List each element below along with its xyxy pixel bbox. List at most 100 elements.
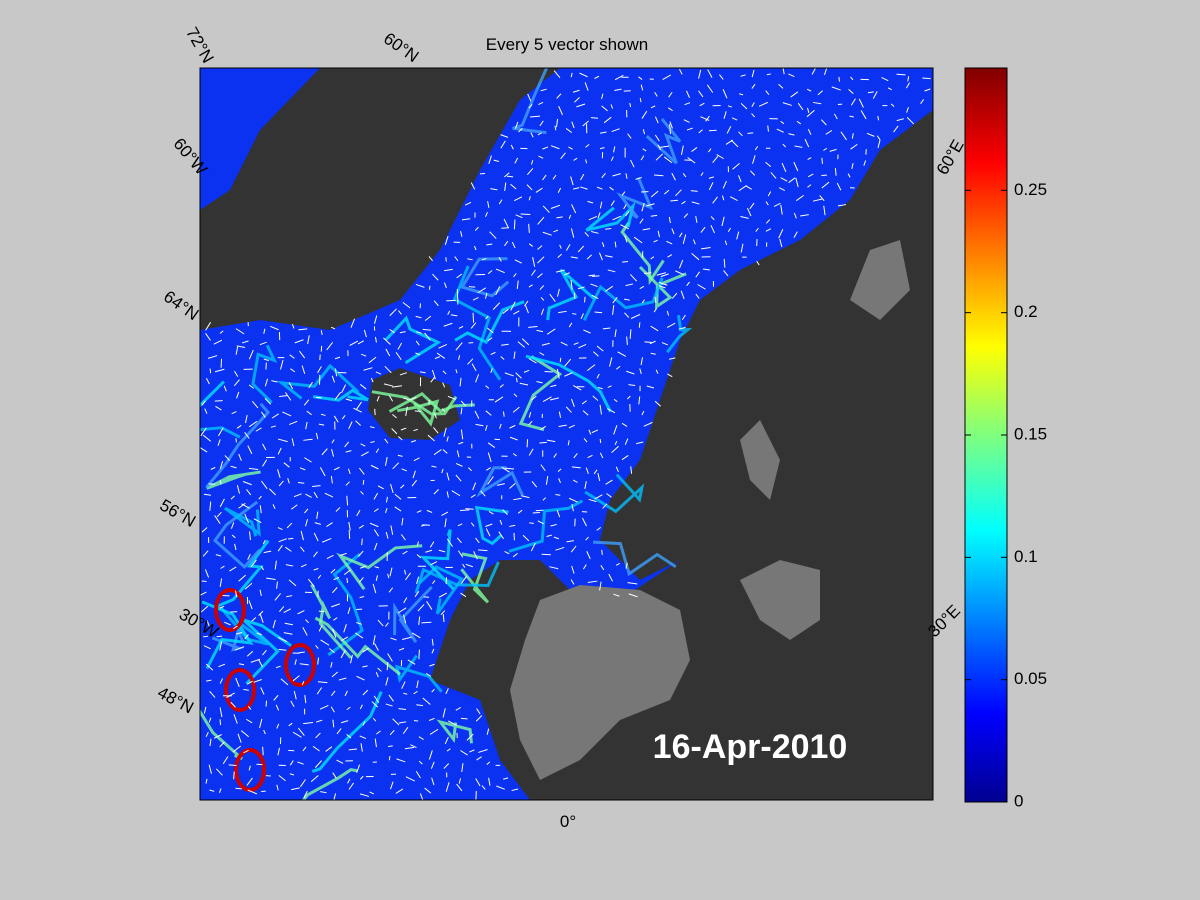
velocity-vector bbox=[781, 162, 787, 172]
velocity-vector bbox=[756, 260, 760, 266]
velocity-vector bbox=[418, 616, 421, 625]
velocity-vector bbox=[422, 697, 431, 705]
velocity-vector bbox=[614, 88, 622, 92]
velocity-vector bbox=[419, 371, 426, 374]
velocity-vector bbox=[247, 705, 252, 710]
velocity-vector bbox=[319, 705, 329, 710]
velocity-vector bbox=[609, 357, 613, 367]
velocity-vector bbox=[205, 663, 214, 671]
velocity-vector bbox=[585, 467, 589, 475]
velocity-vector bbox=[346, 577, 349, 584]
velocity-vector bbox=[820, 119, 827, 126]
current-streak bbox=[525, 354, 612, 413]
velocity-vector bbox=[387, 573, 390, 579]
velocity-vector bbox=[373, 542, 378, 551]
velocity-vector bbox=[612, 173, 621, 177]
velocity-vector bbox=[565, 244, 571, 251]
velocity-vector bbox=[276, 723, 280, 729]
velocity-vector bbox=[570, 176, 574, 186]
velocity-vector bbox=[821, 181, 830, 189]
velocity-vector bbox=[558, 310, 567, 314]
velocity-vector bbox=[697, 284, 706, 290]
velocity-vector bbox=[686, 127, 693, 131]
velocity-vector bbox=[289, 760, 294, 766]
velocity-vector bbox=[588, 216, 597, 221]
velocity-vector bbox=[568, 497, 578, 503]
velocity-vector bbox=[470, 494, 476, 498]
velocity-vector bbox=[260, 687, 265, 695]
velocity-vector bbox=[465, 563, 473, 568]
velocity-vector bbox=[475, 778, 481, 787]
velocity-vector bbox=[314, 522, 322, 525]
velocity-vector bbox=[330, 326, 336, 330]
velocity-vector bbox=[334, 391, 342, 400]
velocity-vector bbox=[291, 438, 295, 447]
velocity-vector bbox=[537, 216, 545, 225]
velocity-vector bbox=[512, 553, 518, 558]
velocity-vector bbox=[293, 690, 297, 700]
colorbar-tick-label: 0.15 bbox=[1014, 424, 1047, 443]
velocity-vector bbox=[201, 527, 208, 533]
velocity-vector bbox=[458, 441, 464, 445]
velocity-vector bbox=[612, 297, 618, 304]
velocity-vector bbox=[355, 401, 362, 411]
velocity-vector bbox=[418, 736, 424, 740]
velocity-vector bbox=[297, 761, 304, 765]
velocity-vector bbox=[259, 718, 263, 728]
velocity-vector bbox=[654, 400, 662, 407]
velocity-vector bbox=[572, 187, 580, 190]
velocity-vector bbox=[300, 779, 306, 788]
velocity-vector bbox=[558, 105, 563, 116]
velocity-vector bbox=[210, 466, 216, 470]
velocity-vector bbox=[330, 475, 333, 484]
velocity-vector bbox=[581, 400, 588, 405]
velocity-vector bbox=[384, 456, 388, 466]
velocity-vector bbox=[513, 393, 518, 398]
velocity-vector bbox=[537, 520, 544, 525]
velocity-vector bbox=[906, 106, 909, 113]
velocity-vector bbox=[630, 313, 641, 319]
velocity-vector bbox=[396, 758, 406, 763]
velocity-vector bbox=[473, 551, 478, 560]
velocity-vector bbox=[539, 120, 544, 127]
velocity-vector bbox=[432, 273, 439, 281]
velocity-vector bbox=[576, 103, 586, 108]
velocity-vector bbox=[573, 453, 578, 459]
velocity-vector bbox=[738, 131, 743, 137]
velocity-vector bbox=[415, 315, 422, 319]
current-streak bbox=[336, 544, 423, 591]
velocity-vector bbox=[698, 129, 703, 134]
velocity-vector bbox=[866, 132, 875, 137]
velocity-vector bbox=[414, 410, 421, 413]
velocity-vector bbox=[416, 576, 420, 584]
velocity-vector bbox=[359, 735, 367, 740]
velocity-vector bbox=[751, 102, 755, 108]
velocity-vector bbox=[671, 292, 678, 299]
velocity-vector bbox=[654, 296, 657, 303]
velocity-vector bbox=[259, 589, 262, 596]
velocity-vector bbox=[209, 501, 212, 511]
velocity-vector bbox=[570, 72, 573, 78]
current-streak bbox=[200, 380, 225, 408]
velocity-vector bbox=[587, 454, 593, 459]
velocity-vector bbox=[286, 595, 293, 598]
velocity-vector bbox=[723, 258, 726, 268]
velocity-vector bbox=[386, 661, 389, 671]
velocity-vector bbox=[658, 281, 668, 286]
velocity-vector bbox=[415, 340, 420, 346]
velocity-vector bbox=[655, 369, 659, 374]
velocity-vector bbox=[206, 679, 212, 682]
velocity-vector bbox=[246, 718, 253, 724]
velocity-vector bbox=[348, 468, 351, 475]
velocity-vector bbox=[597, 473, 601, 482]
velocity-vector bbox=[300, 546, 305, 552]
velocity-vector bbox=[778, 187, 786, 192]
velocity-vector bbox=[752, 155, 756, 164]
velocity-vector bbox=[612, 305, 615, 316]
velocity-vector bbox=[511, 788, 519, 792]
velocity-vector bbox=[262, 539, 266, 545]
velocity-vector bbox=[515, 372, 522, 379]
velocity-vector bbox=[675, 189, 682, 197]
velocity-vector bbox=[627, 133, 632, 139]
eddy bbox=[224, 668, 256, 712]
